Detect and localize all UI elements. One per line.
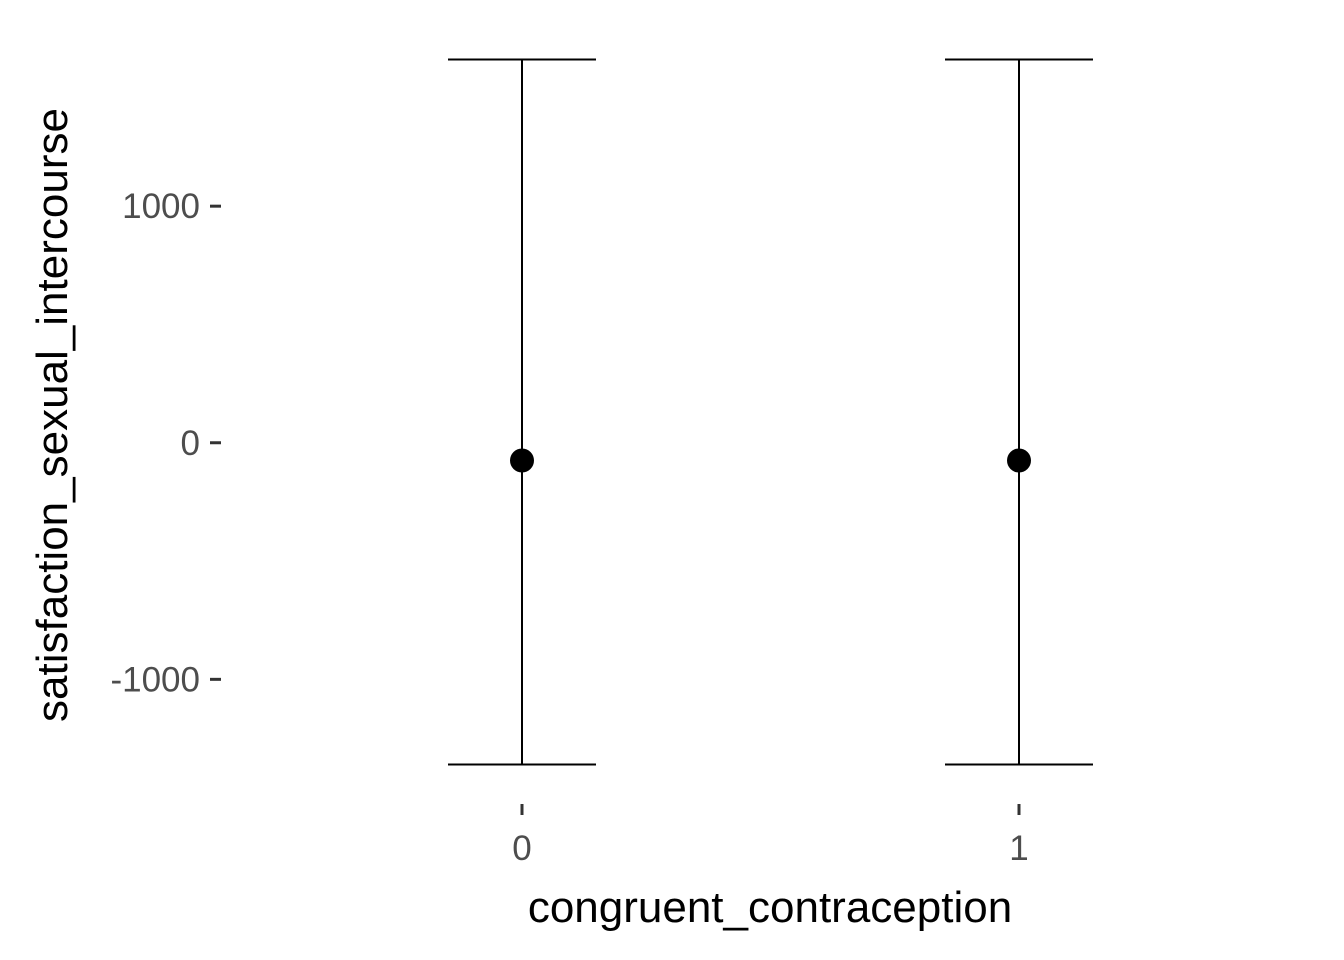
data-point [1007,448,1031,473]
data-point [510,448,534,473]
y-tick-label: -1000 [110,660,200,699]
x-tick-label: 0 [512,829,531,868]
y-axis: -1000 0 1000 [110,187,221,699]
plot-marks [448,58,1093,766]
y-tick-label: 0 [181,424,200,463]
errorbar-group [945,58,1093,766]
y-axis-title: satisfaction_sexual_intercourse [28,108,77,722]
x-axis-title: congruent_contraception [528,883,1012,932]
x-tick-label: 1 [1009,829,1028,868]
y-tick-label: 1000 [122,187,200,226]
errorbar-group [448,58,596,766]
